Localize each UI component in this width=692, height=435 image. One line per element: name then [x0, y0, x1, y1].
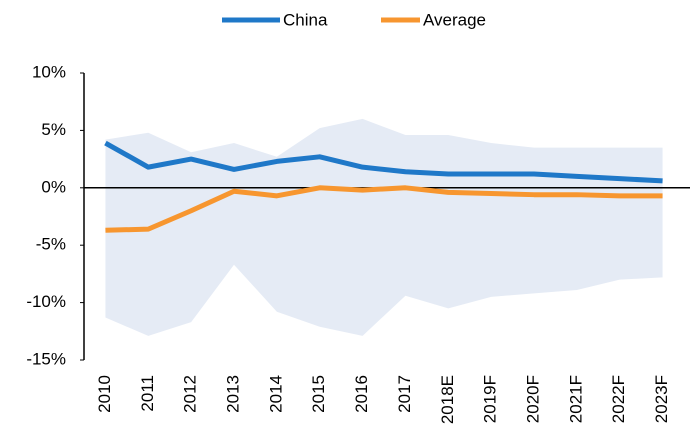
- series-line: [105, 185, 663, 233]
- range-band: [105, 118, 663, 336]
- y-tick-label: 5%: [41, 120, 66, 139]
- x-tick-label: 2022F: [609, 375, 628, 423]
- x-tick-label: 2013: [223, 375, 242, 413]
- x-tick-label: 2017: [395, 375, 414, 413]
- y-tick-label: -10%: [26, 292, 66, 311]
- series-line: [104, 140, 663, 184]
- x-tick-label: 2020F: [523, 375, 542, 423]
- x-tick-label: 2023F: [652, 375, 671, 423]
- y-tick-label: 0%: [41, 177, 66, 196]
- y-tick-label: -5%: [36, 235, 66, 254]
- x-tick-label: 2018E: [438, 375, 457, 424]
- x-tick-label: 2014: [266, 375, 285, 413]
- x-tick-label: 2021F: [566, 375, 585, 423]
- x-tick-label: 2010: [95, 375, 114, 413]
- y-tick-label: 10%: [32, 62, 66, 81]
- x-tick-label: 2012: [181, 375, 200, 413]
- legend-label: Average: [423, 10, 486, 29]
- legend-label: China: [283, 10, 328, 29]
- x-tick-label: 2011: [138, 375, 157, 412]
- x-tick-label: 2016: [352, 375, 371, 413]
- y-tick-label: -15%: [26, 349, 66, 368]
- x-tick-label: 2019F: [481, 375, 500, 423]
- x-tick-label: 2015: [309, 375, 328, 413]
